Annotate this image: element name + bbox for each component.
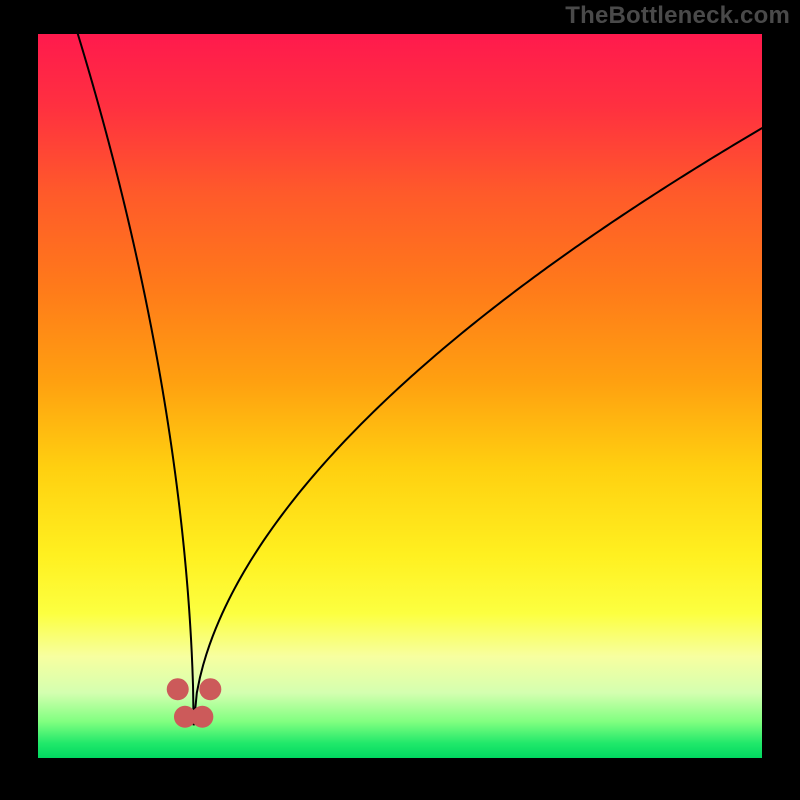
trough-marker: [199, 678, 221, 700]
figure-container: TheBottleneck.com: [0, 0, 800, 800]
plot-area: [38, 34, 762, 758]
trough-marker: [167, 678, 189, 700]
gradient-background: [38, 34, 762, 758]
plot-svg: [38, 34, 762, 758]
trough-marker: [191, 706, 213, 728]
watermark-text: TheBottleneck.com: [565, 2, 790, 30]
